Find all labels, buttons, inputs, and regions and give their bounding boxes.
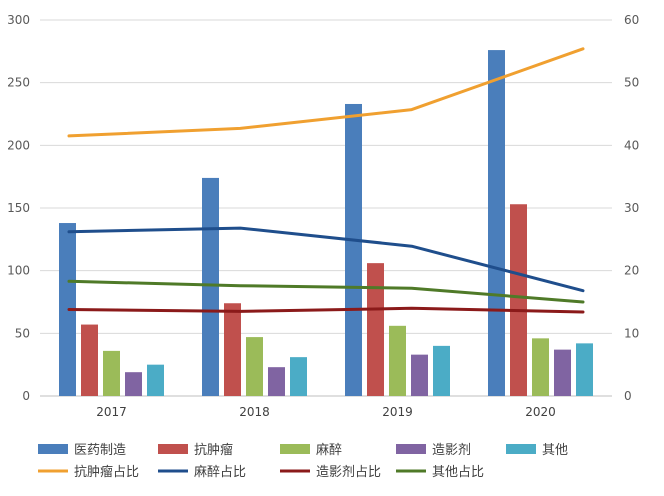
legend-swatch (38, 444, 68, 454)
left-tick-label: 0 (22, 389, 30, 403)
legend-label: 抗肿瘤 (194, 442, 233, 458)
legend-label: 医药制造 (74, 443, 126, 458)
bar (202, 177, 219, 396)
legend-label: 其他 (542, 443, 568, 458)
left-tick-label: 100 (7, 264, 30, 278)
bar (125, 372, 142, 396)
bar (411, 354, 428, 396)
legend-swatch (396, 444, 426, 454)
bar (532, 338, 549, 396)
legend-label: 造影剂 (432, 443, 471, 458)
legend-swatch (280, 444, 310, 454)
left-tick-label: 200 (7, 138, 30, 152)
series-line (67, 226, 585, 293)
series-line (67, 279, 585, 304)
bar (224, 303, 241, 396)
legend-label: 造影剂占比 (316, 465, 381, 480)
left-tick-label: 300 (7, 13, 30, 27)
bar (290, 357, 307, 396)
legend-label: 抗肿瘤占比 (74, 464, 139, 480)
x-tick-label: 2020 (525, 405, 556, 419)
right-tick-label: 40 (624, 138, 639, 152)
bar (488, 50, 505, 397)
right-tick-label: 50 (624, 76, 639, 90)
legend-label: 其他占比 (432, 465, 484, 480)
right-tick-label: 0 (624, 389, 632, 403)
bar (433, 345, 450, 396)
bar (554, 349, 571, 396)
bar (268, 367, 285, 396)
bar (103, 350, 120, 396)
x-tick-label: 2017 (96, 405, 127, 419)
right-tick-label: 60 (624, 13, 639, 27)
bar (147, 364, 164, 396)
legend-swatch (506, 444, 536, 454)
bar (510, 204, 527, 396)
bar (576, 343, 593, 396)
legend-label: 麻醉占比 (194, 464, 246, 480)
legend-swatch (158, 444, 188, 454)
bar (246, 337, 263, 396)
left-tick-label: 250 (7, 76, 30, 90)
left-tick-label: 50 (15, 326, 30, 340)
x-tick-label: 2019 (382, 405, 413, 419)
right-tick-label: 20 (624, 264, 639, 278)
series-line (67, 306, 585, 314)
bar (367, 263, 384, 396)
left-tick-label: 150 (7, 201, 30, 215)
legend-label: 麻醉 (316, 442, 342, 458)
bar (389, 325, 406, 396)
x-tick-label: 2018 (239, 405, 270, 419)
bar (345, 103, 362, 397)
bar (81, 324, 98, 396)
series-line (67, 47, 585, 138)
right-tick-label: 30 (624, 201, 639, 215)
right-tick-label: 10 (624, 326, 639, 340)
